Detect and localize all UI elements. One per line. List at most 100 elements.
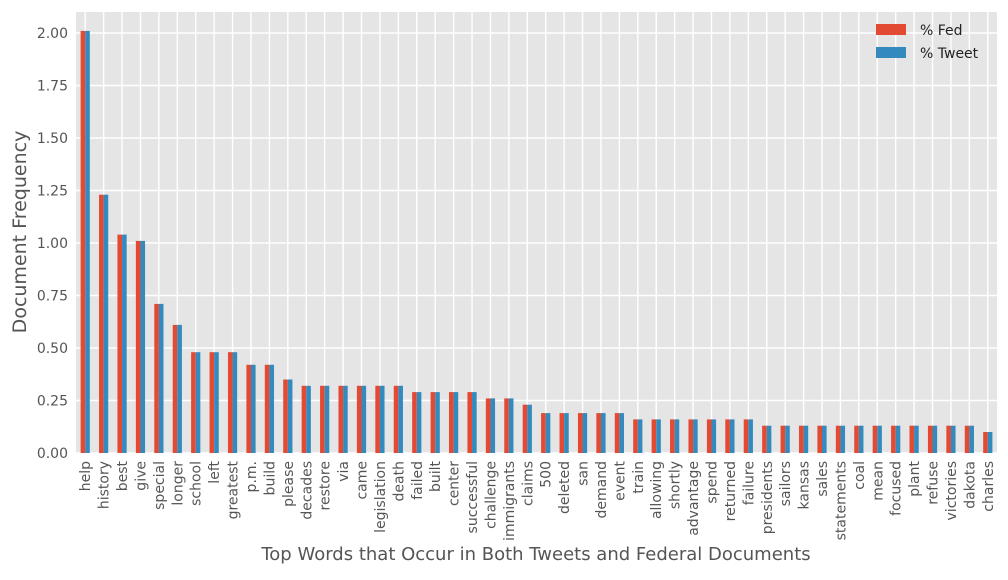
x-tick-label: center (447, 461, 463, 506)
bar-fed-kansas (798, 425, 804, 453)
bar-tweet-death (398, 385, 403, 453)
bar-tweet-returned (729, 419, 735, 453)
bar-tweet-failed (416, 392, 422, 453)
y-axis-ticks: 0.00 0.25 0.50 0.75 1.00 1.25 1.50 1.75 2.00 (37, 26, 68, 462)
bar-fed-refuse (927, 425, 933, 453)
x-tick-label: restore (318, 461, 334, 510)
bar-fed-immigrants (504, 398, 509, 453)
bar-fed-failure (743, 419, 749, 453)
bar-fed-restore (320, 385, 325, 453)
bar-tweet-pm (250, 364, 256, 453)
legend-label: % Tweet (920, 46, 979, 62)
x-tick-label: greatest (226, 460, 242, 519)
x-tick-label: plant (907, 460, 923, 496)
bar-tweet-help (85, 30, 90, 454)
x-tick-label: p.m. (244, 461, 260, 492)
bar-fed-dakota (964, 425, 970, 453)
bar-tweet-successful (472, 392, 477, 453)
bar-tweet-focused (895, 425, 901, 453)
bar-fed-focused (891, 425, 896, 453)
bar-tweet-failure (748, 419, 753, 453)
bar-fed-left (209, 352, 215, 453)
x-tick-label: deleted (557, 461, 573, 514)
bar-tweet-kansas (803, 425, 809, 453)
x-tick-label: via (336, 461, 352, 482)
x-tick-label: advantage (686, 461, 702, 536)
y-tick-label: 2.00 (37, 26, 68, 42)
bar-tweet-school (195, 352, 201, 453)
bar-fed-coal (854, 425, 859, 453)
bar-tweet-presidents (766, 425, 772, 453)
bar-fed-legislation (375, 385, 380, 453)
bar-fed-special (154, 303, 159, 453)
bar-fed-longer (172, 324, 178, 453)
bar-tweet-left (214, 352, 219, 453)
bar-tweet-decades (306, 385, 311, 453)
x-tick-label: came (355, 461, 371, 500)
x-tick-label: decades (299, 461, 315, 520)
bar-tweet-dakota (969, 425, 974, 453)
bar-tweet-via (343, 385, 348, 453)
x-tick-label: special (152, 461, 168, 510)
bar-tweet-restore (324, 385, 330, 453)
x-tick-label: claims (520, 461, 536, 506)
legend-swatch-tweet (876, 47, 906, 58)
bar-fed-successful (467, 392, 473, 453)
x-tick-label: mean (870, 461, 886, 501)
bar-tweet-deleted (564, 413, 569, 453)
bar-tweet-allowing (656, 419, 661, 453)
y-tick-label: 0.00 (37, 446, 68, 462)
x-tick-label: death (391, 461, 407, 501)
x-tick-label: longer (170, 461, 186, 506)
legend-swatch-fed (876, 24, 906, 35)
y-tick-label: 1.75 (37, 79, 68, 95)
x-tick-label: victories (944, 461, 960, 520)
bar-tweet-sales (822, 425, 827, 453)
bar-tweet-please (287, 379, 293, 453)
x-tick-label: help (78, 461, 94, 491)
bar-fed-victories (946, 425, 951, 453)
x-tick-label: give (133, 461, 149, 491)
bar-tweet-refuse (932, 425, 938, 453)
bar-tweet-claims (527, 404, 532, 453)
x-tick-label: legislation (373, 461, 389, 533)
bar-fed-spend (706, 419, 712, 453)
bar-tweet-statements (840, 425, 846, 453)
bar-fed-shortly (670, 419, 675, 453)
bar-fed-train (633, 419, 638, 453)
bar-fed-demand (596, 413, 601, 453)
x-tick-label: coal (852, 461, 868, 490)
bar-fed-allowing (651, 419, 657, 453)
y-tick-label: 0.25 (37, 394, 68, 410)
x-tick-label: statements (833, 461, 849, 540)
bar-fed-presidents (762, 425, 767, 453)
x-tick-label: challenge (483, 461, 499, 529)
x-tick-label: returned (723, 461, 739, 521)
bar-fed-pm (246, 364, 251, 453)
bar-tweet-san (582, 413, 588, 453)
bar-fed-charles (983, 432, 988, 453)
bar-tweet-train (637, 419, 643, 453)
bar-fed-decades (301, 385, 307, 453)
bar-tweet-500 (545, 413, 551, 453)
bar-fed-help (80, 30, 86, 454)
x-tick-label: focused (889, 461, 905, 516)
bar-fed-built (430, 392, 436, 453)
bar-tweet-special (158, 303, 164, 453)
bar-tweet-challenge (490, 398, 496, 453)
y-tick-label: 0.75 (37, 289, 68, 305)
x-tick-label: spend (704, 461, 720, 504)
bar-tweet-greatest (232, 352, 238, 453)
bar-fed-san (577, 413, 583, 453)
x-tick-label: sales (815, 461, 831, 497)
y-tick-label: 1.25 (37, 184, 68, 200)
bar-fed-came (356, 385, 362, 453)
bar-fed-school (191, 352, 196, 453)
bar-fed-challenge (485, 398, 491, 453)
x-tick-label: refuse (926, 461, 942, 505)
x-tick-label: 500 (539, 461, 555, 488)
bar-tweet-came (361, 385, 367, 453)
x-tick-label: best (115, 461, 131, 492)
x-tick-label: built (428, 460, 444, 492)
